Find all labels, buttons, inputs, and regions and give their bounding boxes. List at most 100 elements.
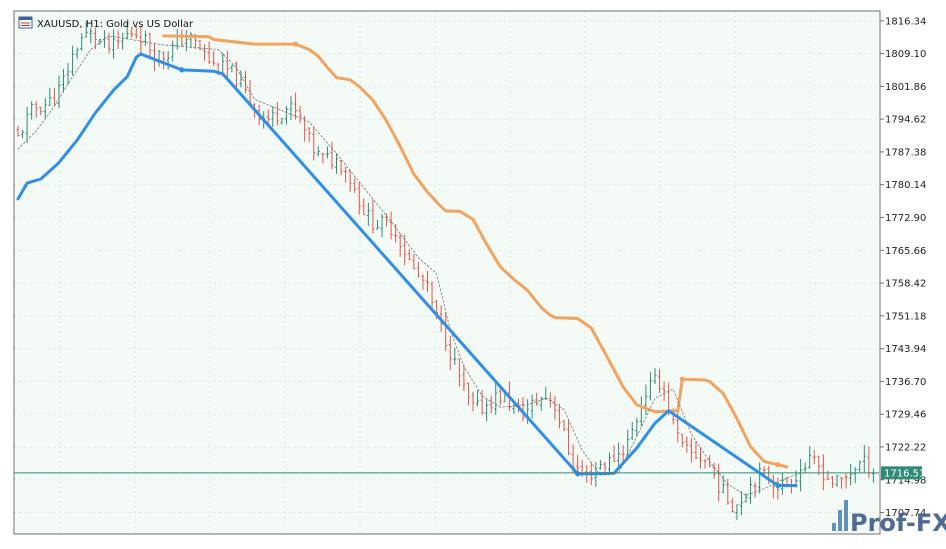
- candle: [385, 213, 389, 227]
- candle: [471, 391, 475, 412]
- candle: [25, 106, 29, 143]
- candle: [635, 417, 639, 437]
- candle: [275, 101, 279, 126]
- price-tick-labels: 1816.34 1809.10 1801.86 1794.62 1787.38 1780.…: [880, 16, 926, 519]
- candle: [817, 455, 821, 476]
- candle: [480, 390, 484, 415]
- candle: [84, 21, 88, 38]
- upper-line-marker: [292, 41, 299, 47]
- candle: [66, 62, 70, 85]
- candle: [530, 394, 534, 419]
- upper-line: [162, 34, 789, 469]
- candle: [548, 392, 552, 408]
- candle: [284, 106, 288, 125]
- candle: [62, 68, 65, 93]
- candle: [626, 429, 630, 459]
- candle: [658, 369, 662, 394]
- candle: [703, 459, 707, 469]
- candle: [489, 395, 493, 414]
- price-tick-label: 1772.90: [885, 213, 926, 224]
- candle: [849, 463, 853, 486]
- candle: [116, 30, 120, 49]
- price-tick-label: 1765.66: [885, 246, 926, 257]
- price-tick-label: 1816.34: [885, 16, 926, 27]
- candle: [203, 44, 207, 61]
- candle: [344, 166, 348, 183]
- candle: [48, 87, 52, 106]
- candle: [612, 445, 616, 462]
- candle: [726, 478, 730, 505]
- candle: [230, 64, 234, 73]
- price-tick-label: 1714.98: [885, 475, 926, 486]
- candle: [198, 39, 202, 51]
- symbol-title: XAUUSD, H1: Gold vs US Dollar: [37, 19, 194, 30]
- candle: [617, 442, 621, 469]
- candle: [298, 105, 302, 124]
- candle: [316, 146, 320, 157]
- candle: [184, 29, 188, 52]
- candle: [735, 504, 739, 521]
- candle: [608, 452, 611, 475]
- lower-line: [16, 52, 798, 487]
- candle: [244, 70, 247, 94]
- candle: [166, 50, 170, 70]
- candle: [535, 392, 539, 406]
- chart-window-icon: [18, 16, 33, 29]
- candle: [43, 97, 47, 120]
- candle: [80, 32, 84, 51]
- candle: [312, 126, 316, 161]
- upper-line-marker: [679, 376, 685, 382]
- candle: [485, 398, 489, 422]
- candle: [562, 420, 566, 432]
- candle: [21, 130, 25, 139]
- price-axis[interactable]: [879, 11, 946, 545]
- candle: [130, 26, 134, 38]
- candle: [476, 389, 480, 407]
- candle: [448, 335, 452, 370]
- price-tick-label: 1722.22: [885, 442, 926, 453]
- candle: [339, 160, 343, 176]
- candle: [858, 460, 862, 473]
- price-tick-label: 1758.42: [885, 279, 926, 290]
- candle: [148, 32, 152, 60]
- candle: [557, 403, 561, 429]
- candle: [521, 397, 525, 422]
- candle: [494, 382, 498, 415]
- candle: [16, 126, 20, 137]
- candle: [689, 437, 693, 463]
- candle: [134, 26, 138, 39]
- candle: [407, 249, 411, 261]
- candle: [699, 447, 702, 469]
- candle: [34, 101, 38, 118]
- candle: [366, 202, 370, 226]
- candle: [125, 22, 129, 39]
- candle: [553, 395, 557, 420]
- price-tick-label: 1743.94: [885, 344, 926, 355]
- candle: [739, 491, 743, 516]
- candle: [375, 219, 379, 230]
- candle: [398, 233, 402, 258]
- candle: [234, 61, 238, 88]
- plot-border: [13, 10, 881, 535]
- candle: [598, 460, 602, 470]
- watermark-text: Prof-FX: [850, 509, 946, 537]
- candle: [680, 433, 684, 448]
- current-price-label: 1716.51: [884, 468, 925, 479]
- candle: [808, 446, 812, 469]
- candle: [30, 101, 34, 120]
- price-tick-label: 1736.70: [885, 377, 926, 388]
- plot-area[interactable]: [14, 11, 880, 534]
- lower-line-marker: [179, 67, 185, 73]
- candle: [799, 458, 803, 492]
- price-tick-label: 1809.10: [885, 49, 926, 60]
- current-price-tag-bg: [881, 466, 922, 480]
- candle: [780, 473, 784, 495]
- candle: [567, 419, 571, 456]
- candle: [835, 474, 839, 487]
- price-tick-label: 1787.38: [885, 147, 926, 158]
- candle: [266, 109, 270, 125]
- price-tick-label: 1794.62: [885, 115, 926, 126]
- candle: [826, 470, 830, 480]
